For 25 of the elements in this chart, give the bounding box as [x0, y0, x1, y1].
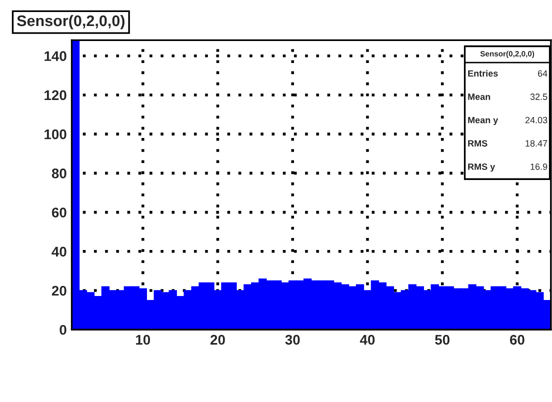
annotation: RMS y [468, 164, 496, 172]
chart-title: Sensor(0,2,0,0) [17, 14, 124, 30]
y-tick-label: 0 [60, 324, 66, 335]
annotation: 64 [538, 70, 548, 77]
x-tick-label: 10 [136, 334, 150, 345]
annotation: 24.03 [525, 116, 548, 124]
y-tick-label: 140 [44, 51, 66, 62]
annotation: 32.5 [530, 94, 548, 100]
x-tick-label: 30 [285, 334, 300, 345]
annotation: RMS [468, 140, 488, 147]
y-tick-label: 40 [52, 246, 66, 257]
x-tick-label: 20 [210, 334, 225, 345]
y-tick-label: 80 [52, 168, 66, 178]
x-tick-label: 60 [510, 334, 524, 345]
annotation: Entries [468, 70, 498, 77]
annotation: Mean y [468, 116, 498, 126]
x-tick-label: 40 [360, 334, 375, 345]
y-tick-label: 60 [52, 208, 66, 218]
y-tick-label: 20 [52, 286, 66, 296]
annotation: 18.47 [526, 140, 548, 147]
y-tick-label: 120 [44, 90, 66, 100]
x-tick-label: 50 [435, 334, 450, 345]
y-tick-label: 100 [44, 129, 66, 140]
annotation: 16.9 [530, 164, 548, 170]
annotation: Mean [468, 94, 490, 100]
